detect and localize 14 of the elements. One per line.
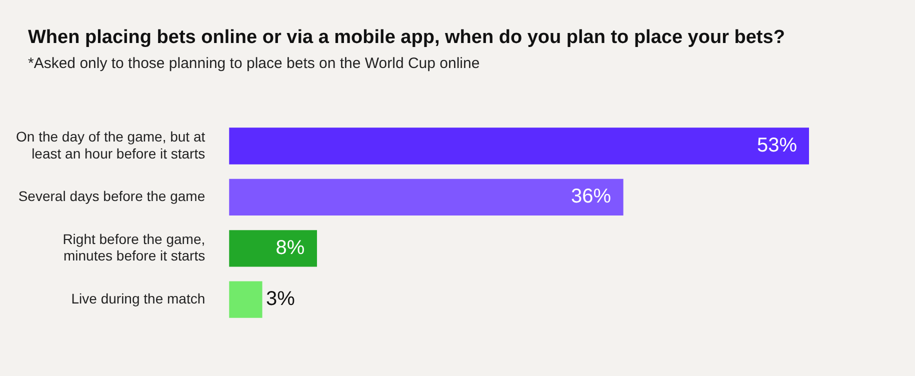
y-tick-label: Right before the game, minutes before it starts bbox=[62, 230, 206, 264]
bar bbox=[229, 178, 624, 216]
data-label: 53% bbox=[756, 134, 798, 157]
bar bbox=[229, 281, 262, 318]
chart-subtitle: *Asked only to those planning to place bets on the World Cup online bbox=[28, 55, 480, 72]
data-label: 8% bbox=[276, 236, 305, 259]
data-label: 36% bbox=[570, 186, 612, 208]
chart-title: When placing bets online or via a mobile app, when do you plan to place your bets? bbox=[28, 27, 785, 49]
bar bbox=[229, 230, 317, 267]
y-tick-label: Live during the match bbox=[71, 290, 206, 306]
y-tick-label: Several days before the game bbox=[18, 188, 206, 204]
data-label: 3% bbox=[266, 288, 296, 310]
bar bbox=[229, 128, 809, 164]
y-tick-label: On the day of the game, but at least an hour before it starts bbox=[16, 128, 206, 162]
